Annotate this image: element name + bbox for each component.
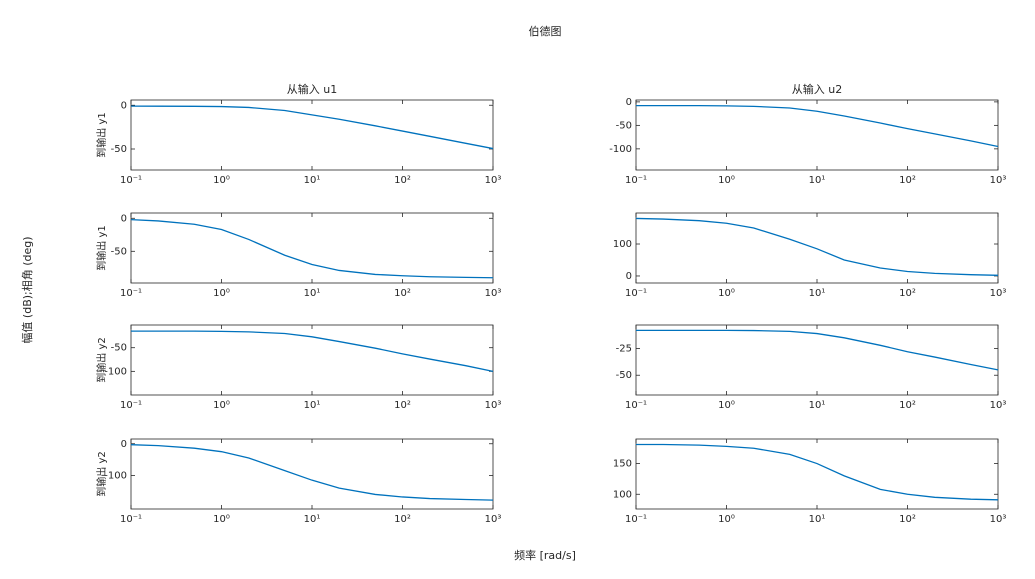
axes-title: 从输入 u1 <box>287 82 337 96</box>
x-tick-label: 10¹ <box>304 288 321 299</box>
x-tick-label: 10⁰ <box>213 514 230 525</box>
x-tick-label: 10⁰ <box>718 175 735 186</box>
x-tick-label: 10⁰ <box>213 400 230 411</box>
y-tick-label: -100 <box>104 470 127 481</box>
x-tick-label: 10¹ <box>809 175 826 186</box>
y-tick-label: -25 <box>616 344 632 355</box>
figure-title: 伯德图 <box>529 24 562 38</box>
axes-ylabel: 到输出 y2 <box>95 451 108 496</box>
x-tick-label: 10¹ <box>809 514 826 525</box>
x-tick-label: 10³ <box>990 514 1007 525</box>
x-tick-label: 10⁻¹ <box>625 288 647 299</box>
axes-box <box>130 99 494 171</box>
y-tick-label: 150 <box>613 459 632 470</box>
y-tick-label: 0 <box>626 271 632 282</box>
line <box>636 104 999 148</box>
line <box>130 105 494 150</box>
x-tick-label: 10⁻¹ <box>120 400 142 411</box>
axes-ylabel: 到输出 y1 <box>95 112 108 157</box>
axes-box <box>635 438 999 510</box>
y-tick-label: 100 <box>613 239 632 250</box>
y-tick-label: 0 <box>121 213 127 224</box>
y-tick-label: -100 <box>104 366 127 377</box>
x-tick-label: 10² <box>899 288 916 299</box>
y-tick-label: 0 <box>121 100 127 111</box>
axes-ylabel: 到输出 y1 <box>95 225 108 270</box>
x-tick-label: 10³ <box>990 400 1007 411</box>
x-tick-label: 10⁻¹ <box>625 175 647 186</box>
y-tick-label: -50 <box>111 144 127 155</box>
x-tick-label: 10² <box>394 175 411 186</box>
y-tick-label: 100 <box>613 489 632 500</box>
y-tick-label: -50 <box>111 246 127 257</box>
x-tick-label: 10⁰ <box>718 514 735 525</box>
y-tick-label: -50 <box>111 343 127 354</box>
x-tick-label: 10⁻¹ <box>120 175 142 186</box>
x-axis-label: 频率 [rad/s] <box>514 548 576 562</box>
x-tick-label: 10¹ <box>809 288 826 299</box>
x-tick-label: 10³ <box>990 288 1007 299</box>
x-tick-label: 10² <box>394 514 411 525</box>
line <box>636 443 999 501</box>
line <box>635 217 999 276</box>
x-tick-label: 10⁻¹ <box>120 514 142 525</box>
y-tick-label: 0 <box>626 97 632 108</box>
x-tick-label: 10⁰ <box>718 288 735 299</box>
line <box>131 330 494 372</box>
line <box>130 444 494 501</box>
x-tick-label: 10⁻¹ <box>625 514 647 525</box>
line <box>130 218 494 279</box>
x-tick-label: 10¹ <box>304 175 321 186</box>
x-tick-label: 10⁰ <box>213 288 230 299</box>
line <box>636 329 999 371</box>
axes-title: 从输入 u2 <box>792 82 842 96</box>
x-tick-label: 10⁻¹ <box>120 288 142 299</box>
x-tick-label: 10³ <box>485 288 502 299</box>
axes-box <box>635 212 999 284</box>
y-axis-label: 幅值 (dB);相角 (deg) <box>21 236 34 343</box>
x-tick-label: 10² <box>899 175 916 186</box>
x-tick-label: 10² <box>899 514 916 525</box>
y-tick-label: -50 <box>616 370 632 381</box>
x-tick-label: 10³ <box>990 175 1007 186</box>
axes-ylabel: 到输出 y2 <box>95 337 108 382</box>
x-tick-label: 10³ <box>485 514 502 525</box>
x-tick-label: 10⁻¹ <box>625 400 647 411</box>
axes-box <box>635 324 999 396</box>
x-tick-label: 10¹ <box>809 400 826 411</box>
y-tick-label: 0 <box>121 439 127 450</box>
x-tick-label: 10² <box>394 288 411 299</box>
x-tick-label: 10³ <box>485 400 502 411</box>
x-tick-label: 10² <box>394 400 411 411</box>
x-tick-label: 10¹ <box>304 400 321 411</box>
axes-box <box>130 324 494 396</box>
x-tick-label: 10⁰ <box>213 175 230 186</box>
x-tick-label: 10¹ <box>304 514 321 525</box>
y-tick-label: -50 <box>616 120 632 131</box>
x-tick-label: 10⁰ <box>718 400 735 411</box>
x-tick-label: 10² <box>899 400 916 411</box>
y-tick-label: -100 <box>609 144 632 155</box>
x-tick-label: 10³ <box>485 175 502 186</box>
